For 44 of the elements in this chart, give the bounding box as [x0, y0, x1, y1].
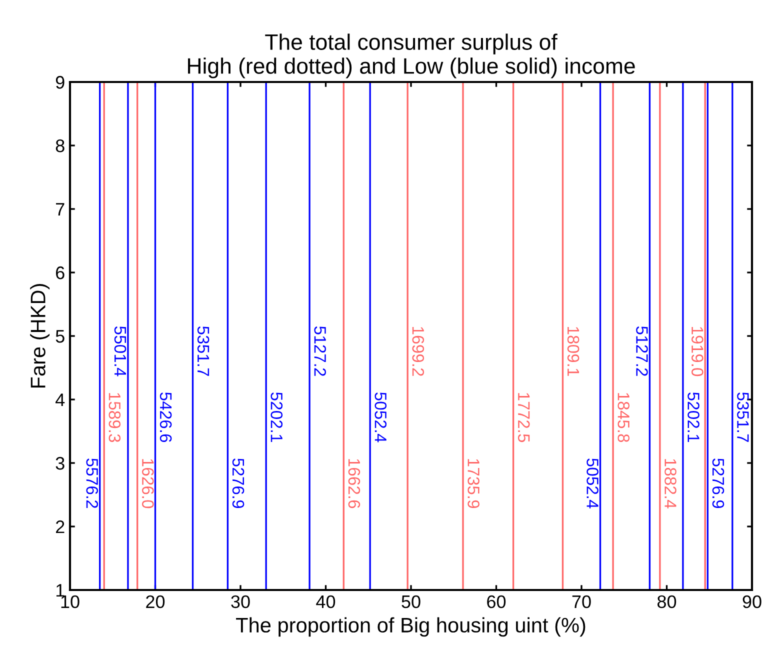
- text: 1626.0: [142, 459, 154, 508]
- x-axis-title: The proportion of Big housing uint (%): [236, 617, 586, 637]
- x-tick-label: 30: [231, 595, 250, 608]
- text: 1662.6: [348, 459, 360, 508]
- y-tick-label: 8: [56, 139, 64, 152]
- x-tick-label: 50: [402, 595, 420, 608]
- x-tick-label: 70: [572, 595, 591, 608]
- text: 5276.9: [232, 458, 244, 508]
- y-tick-label: 6: [56, 266, 64, 280]
- x-tick-label: 80: [657, 595, 676, 608]
- text: 5202.1: [270, 392, 283, 442]
- text: 5052.4: [586, 458, 598, 508]
- text: 5052.4: [374, 392, 387, 442]
- text: 1845.8: [618, 393, 630, 442]
- y-tick-label: 9: [56, 76, 64, 89]
- x-tick-label: 40: [316, 595, 336, 608]
- text: 5202.1: [688, 392, 700, 442]
- y-tick-label: 7: [56, 203, 64, 216]
- text: 5576.2: [86, 458, 98, 508]
- text: 1735.9: [468, 459, 480, 508]
- text: 1772.5: [518, 393, 530, 442]
- text: 5127.2: [636, 326, 648, 376]
- text: 5351.7: [197, 326, 210, 376]
- y-axis-title: Fare (HKD): [30, 284, 50, 388]
- x-tick-label: 20: [146, 595, 165, 608]
- x-tick-label: 10: [61, 595, 80, 608]
- y-tick-label: 4: [56, 394, 65, 406]
- chart-title: The total consumer surplus of High (red dotted) and Low (blue solid) income: [188, 34, 635, 78]
- y-tick-label: 2: [56, 520, 64, 534]
- text: 5501.4: [114, 326, 126, 376]
- y-tick-label: 3: [56, 456, 64, 470]
- y-tick-label: 5: [56, 330, 64, 343]
- text: 1919.0: [692, 327, 704, 376]
- text: 5276.9: [712, 458, 724, 508]
- text: 5426.6: [160, 392, 172, 442]
- text: 5127.2: [314, 326, 326, 376]
- text: 1809.1: [567, 327, 580, 376]
- x-tick-label: 60: [487, 595, 506, 608]
- x-tick-label: 90: [742, 595, 762, 608]
- text: 1589.3: [108, 393, 121, 442]
- text: 1882.4: [664, 459, 676, 508]
- text: 5351.7: [737, 392, 749, 442]
- y-tick-label: 1: [56, 584, 64, 597]
- text: 1699.2: [412, 327, 424, 376]
